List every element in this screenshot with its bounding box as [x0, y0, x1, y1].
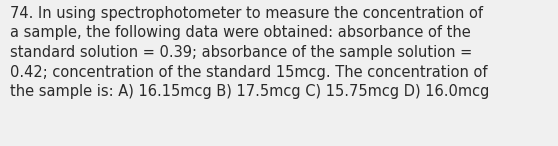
- Text: 74. In using spectrophotometer to measure the concentration of
a sample, the fol: 74. In using spectrophotometer to measur…: [10, 6, 489, 99]
